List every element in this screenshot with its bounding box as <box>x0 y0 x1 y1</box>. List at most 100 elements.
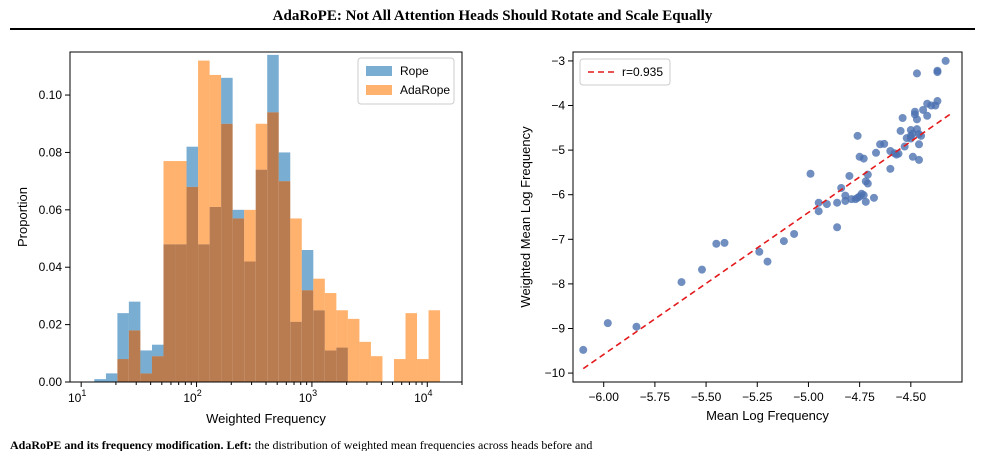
legend-fit-label: r=0.935 <box>622 65 663 79</box>
scatter-xtick-label: −5.25 <box>742 390 773 404</box>
fit-line <box>582 112 953 370</box>
scatter-legend <box>579 58 671 86</box>
hist-bar-adarope <box>336 310 348 348</box>
scatter-point <box>898 114 907 122</box>
hist-bar-rope <box>128 301 141 331</box>
scatter-ytick-label: −6 <box>551 188 565 202</box>
hist-bar-adarope <box>370 356 383 382</box>
scatter-point <box>859 154 868 163</box>
hist-bar-rope <box>278 152 291 182</box>
legend-label-adarope: AdaRope <box>400 83 450 97</box>
scatter-point <box>763 257 772 266</box>
scatter-point <box>880 139 889 148</box>
hist-bar-overlap <box>244 261 256 382</box>
hist-ytick-label: 0.00 <box>39 375 63 389</box>
hist-bar-overlap <box>255 169 268 382</box>
scatter-point <box>915 155 924 164</box>
scatter-point <box>841 191 850 200</box>
hist-bar-overlap <box>221 123 233 382</box>
hist-bar-adarope <box>324 293 337 351</box>
figure-caption: AdaRoPE and its frequency modification. … <box>10 438 975 451</box>
scatter-xtick-label: −5.00 <box>793 390 824 404</box>
scatter-point <box>933 68 942 77</box>
hist-bar-rope <box>232 209 245 219</box>
hist-ytick-label: 0.08 <box>39 145 63 159</box>
scatter-xlabel: Mean Log Frequency <box>706 408 829 423</box>
scatter-point <box>603 319 612 328</box>
hist-bar-adarope <box>428 310 441 382</box>
scatter-xtick-label: −4.75 <box>844 390 875 404</box>
scatter-point <box>863 179 872 188</box>
hist-bar-overlap <box>151 356 164 382</box>
hist-bar-adarope <box>417 359 429 382</box>
hist-bar-overlap <box>324 350 337 382</box>
hist-bar-adarope <box>255 123 268 170</box>
scatter-point <box>941 56 950 65</box>
scatter-point <box>833 198 842 207</box>
scatter-point <box>720 238 729 247</box>
scatter-point <box>579 345 588 354</box>
hist-bar-adarope <box>175 161 187 245</box>
hist-bar-adarope <box>313 278 325 311</box>
hist-bar-adarope <box>290 218 302 322</box>
hist-ylabel: Proportion <box>15 187 30 247</box>
hist-bar-rope <box>140 350 152 374</box>
hist-xtick-label: 102 <box>183 388 201 405</box>
scatter-point <box>872 148 881 157</box>
hist-bar-adarope <box>244 209 256 262</box>
scatter-point <box>908 152 917 161</box>
hist-bar-adarope <box>405 313 418 382</box>
scatter-ylabel: Weighted Mean Log Frequency <box>518 126 533 308</box>
legend-swatch-rope <box>366 66 392 76</box>
hist-bar-overlap <box>186 186 199 382</box>
scatter-ytick-label: −9 <box>551 321 565 335</box>
hist-bar-adarope <box>347 318 360 382</box>
hist-bar-rope <box>105 373 118 382</box>
scatter-point <box>755 247 764 256</box>
scatter-point <box>869 193 878 202</box>
hist-bar-adarope <box>359 341 371 382</box>
hist-bar-rope <box>267 54 279 113</box>
scatter-point <box>822 200 831 209</box>
scatter-point <box>845 171 854 180</box>
hist-bar-overlap <box>163 244 176 382</box>
caption-bold: AdaRoPE and its frequency modification. … <box>10 438 252 451</box>
scatter-point <box>814 207 823 216</box>
hist-bar-overlap <box>267 112 279 383</box>
hist-bar-adarope <box>198 60 210 245</box>
hist-ytick-label: 0.04 <box>39 260 63 274</box>
scatter-ytick-label: −8 <box>551 277 565 291</box>
hist-ytick-label: 0.10 <box>39 88 63 102</box>
scatter-point <box>861 197 870 206</box>
scatter-ytick-label: −5 <box>551 143 565 157</box>
hist-bar-rope <box>301 250 314 291</box>
hist-bar-overlap <box>140 373 152 382</box>
hist-bar-overlap <box>290 321 302 382</box>
scatter-point <box>837 184 846 193</box>
hist-bar-overlap <box>301 290 314 382</box>
hist-xtick-label: 101 <box>68 388 86 405</box>
hist-bar-overlap <box>209 206 222 382</box>
hist-bar-overlap <box>278 181 291 382</box>
hist-bar-rope <box>117 313 129 360</box>
scatter-frame <box>572 51 963 383</box>
scatter-point <box>912 115 921 124</box>
scatter-point <box>933 97 942 106</box>
scatter-point <box>919 105 928 114</box>
hist-bar-rope <box>186 146 199 187</box>
scatter-point <box>915 140 924 149</box>
scatter-point <box>632 322 641 331</box>
scatter-point <box>886 164 895 173</box>
scatter-xtick-label: −5.50 <box>691 390 722 404</box>
scatter-ytick-label: −10 <box>545 366 566 380</box>
hist-bar-overlap <box>198 244 210 382</box>
scatter-point <box>790 229 799 238</box>
scatter-point <box>697 265 706 274</box>
hist-bar-rope <box>151 344 164 357</box>
hist-bar-overlap <box>313 310 325 382</box>
scatter-point <box>912 69 921 78</box>
legend-label-rope: Rope <box>400 64 429 78</box>
scatter-xtick-label: −4.50 <box>896 390 927 404</box>
scatter-xtick-label: −6.00 <box>589 390 620 404</box>
